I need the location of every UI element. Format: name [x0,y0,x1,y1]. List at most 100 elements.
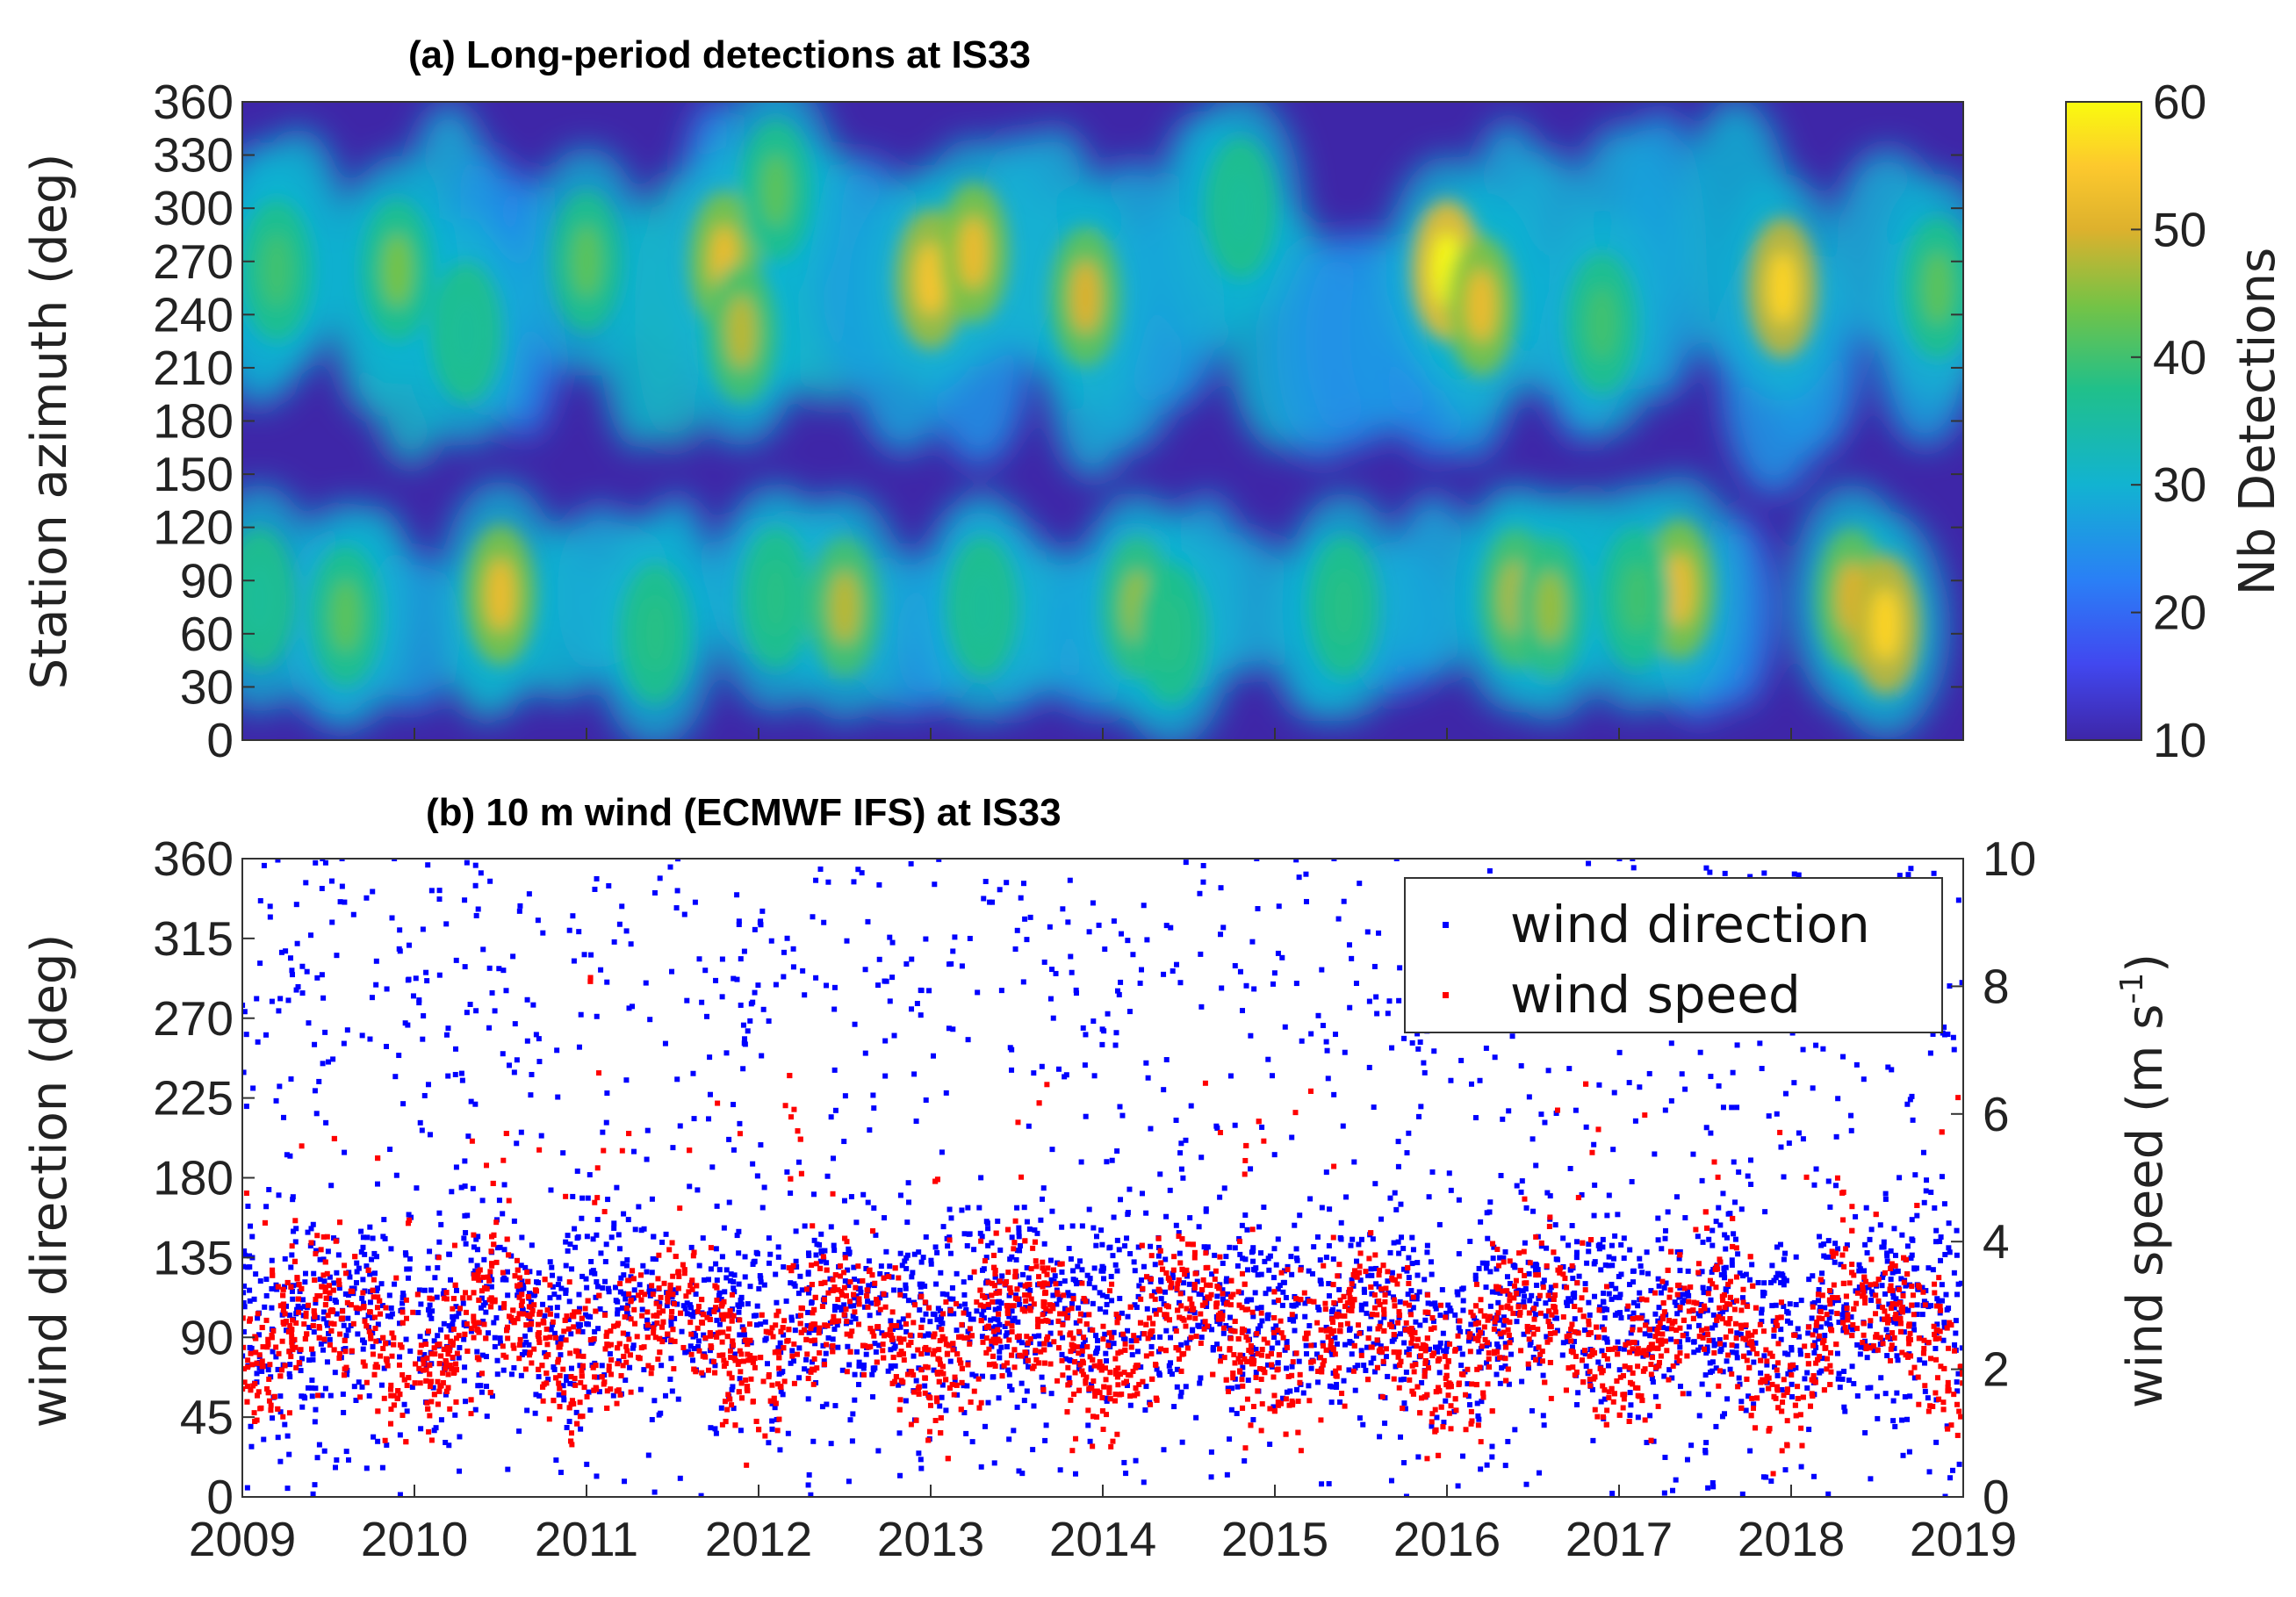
wind-direction-point [928,1257,934,1263]
wind-direction-point [360,1234,366,1241]
wind-direction-point [305,1229,311,1235]
wind-direction-point [1456,1197,1462,1203]
wind-direction-point [1720,1104,1726,1111]
wind-direction-point [649,1196,655,1202]
wind-direction-point [1703,865,1709,871]
wind-speed-point [325,1313,331,1319]
wind-direction-point [299,1404,306,1410]
wind-direction-point [1586,1299,1592,1306]
wind-direction-point [596,1389,602,1395]
wind-direction-point [1701,1290,1707,1296]
wind-direction-point [827,1276,833,1282]
wind-direction-point [669,968,675,975]
wind-direction-point [256,1365,263,1371]
wind-direction-point [1877,1222,1883,1228]
wind-direction-point [1911,1375,1918,1381]
wind-direction-point [1349,1277,1355,1283]
wind-direction-point [959,1207,965,1213]
wind-direction-point [1252,1290,1258,1296]
wind-direction-point [1589,1386,1595,1392]
wind-direction-point [1729,1104,1735,1111]
wind-direction-point [1869,1291,1875,1298]
wind-direction-point [356,1265,362,1271]
wind-direction-point [1527,1342,1533,1348]
wind-direction-point [1311,1342,1317,1349]
wind-direction-point [521,1285,527,1291]
wind-direction-point [677,1475,683,1481]
wind-direction-point [1811,1349,1817,1356]
wind-direction-point [1073,987,1079,993]
wind-direction-point [416,1000,422,1006]
wind-direction-point [1934,1296,1940,1302]
wind-direction-point [1068,1256,1074,1262]
wind-direction-point [1352,1387,1358,1393]
wind-direction-point [1280,1395,1286,1401]
heatmap-cluster-core [1870,587,1901,662]
wind-direction-point [1368,1360,1374,1366]
wind-direction-point [1291,1303,1297,1309]
wind-direction-point [731,1406,737,1412]
wind-direction-point [575,1234,581,1240]
wind-direction-point [630,1345,636,1351]
wind-direction-point [1443,1349,1450,1355]
wind-direction-point [1828,1309,1834,1315]
wind-direction-point [917,1307,923,1313]
wind-direction-point [1868,1227,1875,1233]
wind-direction-point [254,1370,260,1377]
wind-direction-point [1908,1255,1914,1261]
wind-direction-point [1505,1438,1511,1444]
colorbar [2065,101,2142,741]
wind-direction-point [608,1234,615,1241]
wind-direction-point [1324,1047,1330,1054]
wind-speed-point [741,1327,747,1333]
wind-direction-point [1798,1298,1804,1304]
wind-direction-point [859,870,865,876]
wind-direction-point [1644,1440,1650,1446]
wind-direction-point [1004,880,1010,886]
wind-speed-point [1249,1309,1256,1315]
wind-direction-point [985,1226,991,1232]
wind-direction-point [916,1450,922,1457]
wind-direction-point [1167,1369,1173,1375]
wind-direction-point [1245,1267,1251,1273]
wind-direction-point [956,1303,962,1309]
wind-direction-point [331,1235,337,1241]
wind-direction-point [1335,916,1342,922]
wind-direction-point [267,903,273,910]
colorbar-tick-label: 30 [2153,457,2206,512]
wind-direction-point [518,1372,524,1378]
wind-direction-point [1062,1074,1068,1080]
wind-direction-point [998,1300,1004,1306]
wind-direction-point [443,1439,449,1445]
wind-direction-point [883,1248,889,1255]
wind-direction-point [1858,1344,1864,1350]
wind-direction-point [242,1283,248,1289]
wind-direction-point [888,1365,894,1371]
wind-direction-point [1543,1300,1549,1306]
wind-direction-point [1486,867,1493,874]
wind-speed-point [1774,1367,1780,1373]
wind-direction-point [1673,1194,1680,1200]
wind-direction-point [1897,1310,1903,1316]
wind-direction-point [418,1426,424,1432]
wind-direction-point [644,1156,650,1162]
wind-direction-point [1899,1232,1905,1238]
wind-direction-point [1292,1222,1298,1228]
wind-direction-point [927,1319,933,1325]
wind-direction-point [612,1284,618,1291]
wind-direction-point [718,1405,724,1411]
wind-direction-point [1941,1201,1947,1207]
wind-direction-point [1493,1266,1500,1272]
wind-direction-point [623,1077,630,1083]
wind-direction-point [1833,1133,1839,1140]
wind-direction-point [1609,1262,1616,1269]
wind-direction-point [341,1409,347,1415]
wind-direction-point [995,1218,1001,1224]
wind-direction-point [1105,1011,1111,1017]
wind-direction-point [1373,994,1379,1000]
wind-direction-point [355,1331,361,1337]
wind-direction-point [1232,1245,1238,1251]
wind-direction-point [1835,1376,1841,1382]
wind-direction-point [1800,1136,1806,1142]
wind-direction-point [1884,1258,1890,1264]
